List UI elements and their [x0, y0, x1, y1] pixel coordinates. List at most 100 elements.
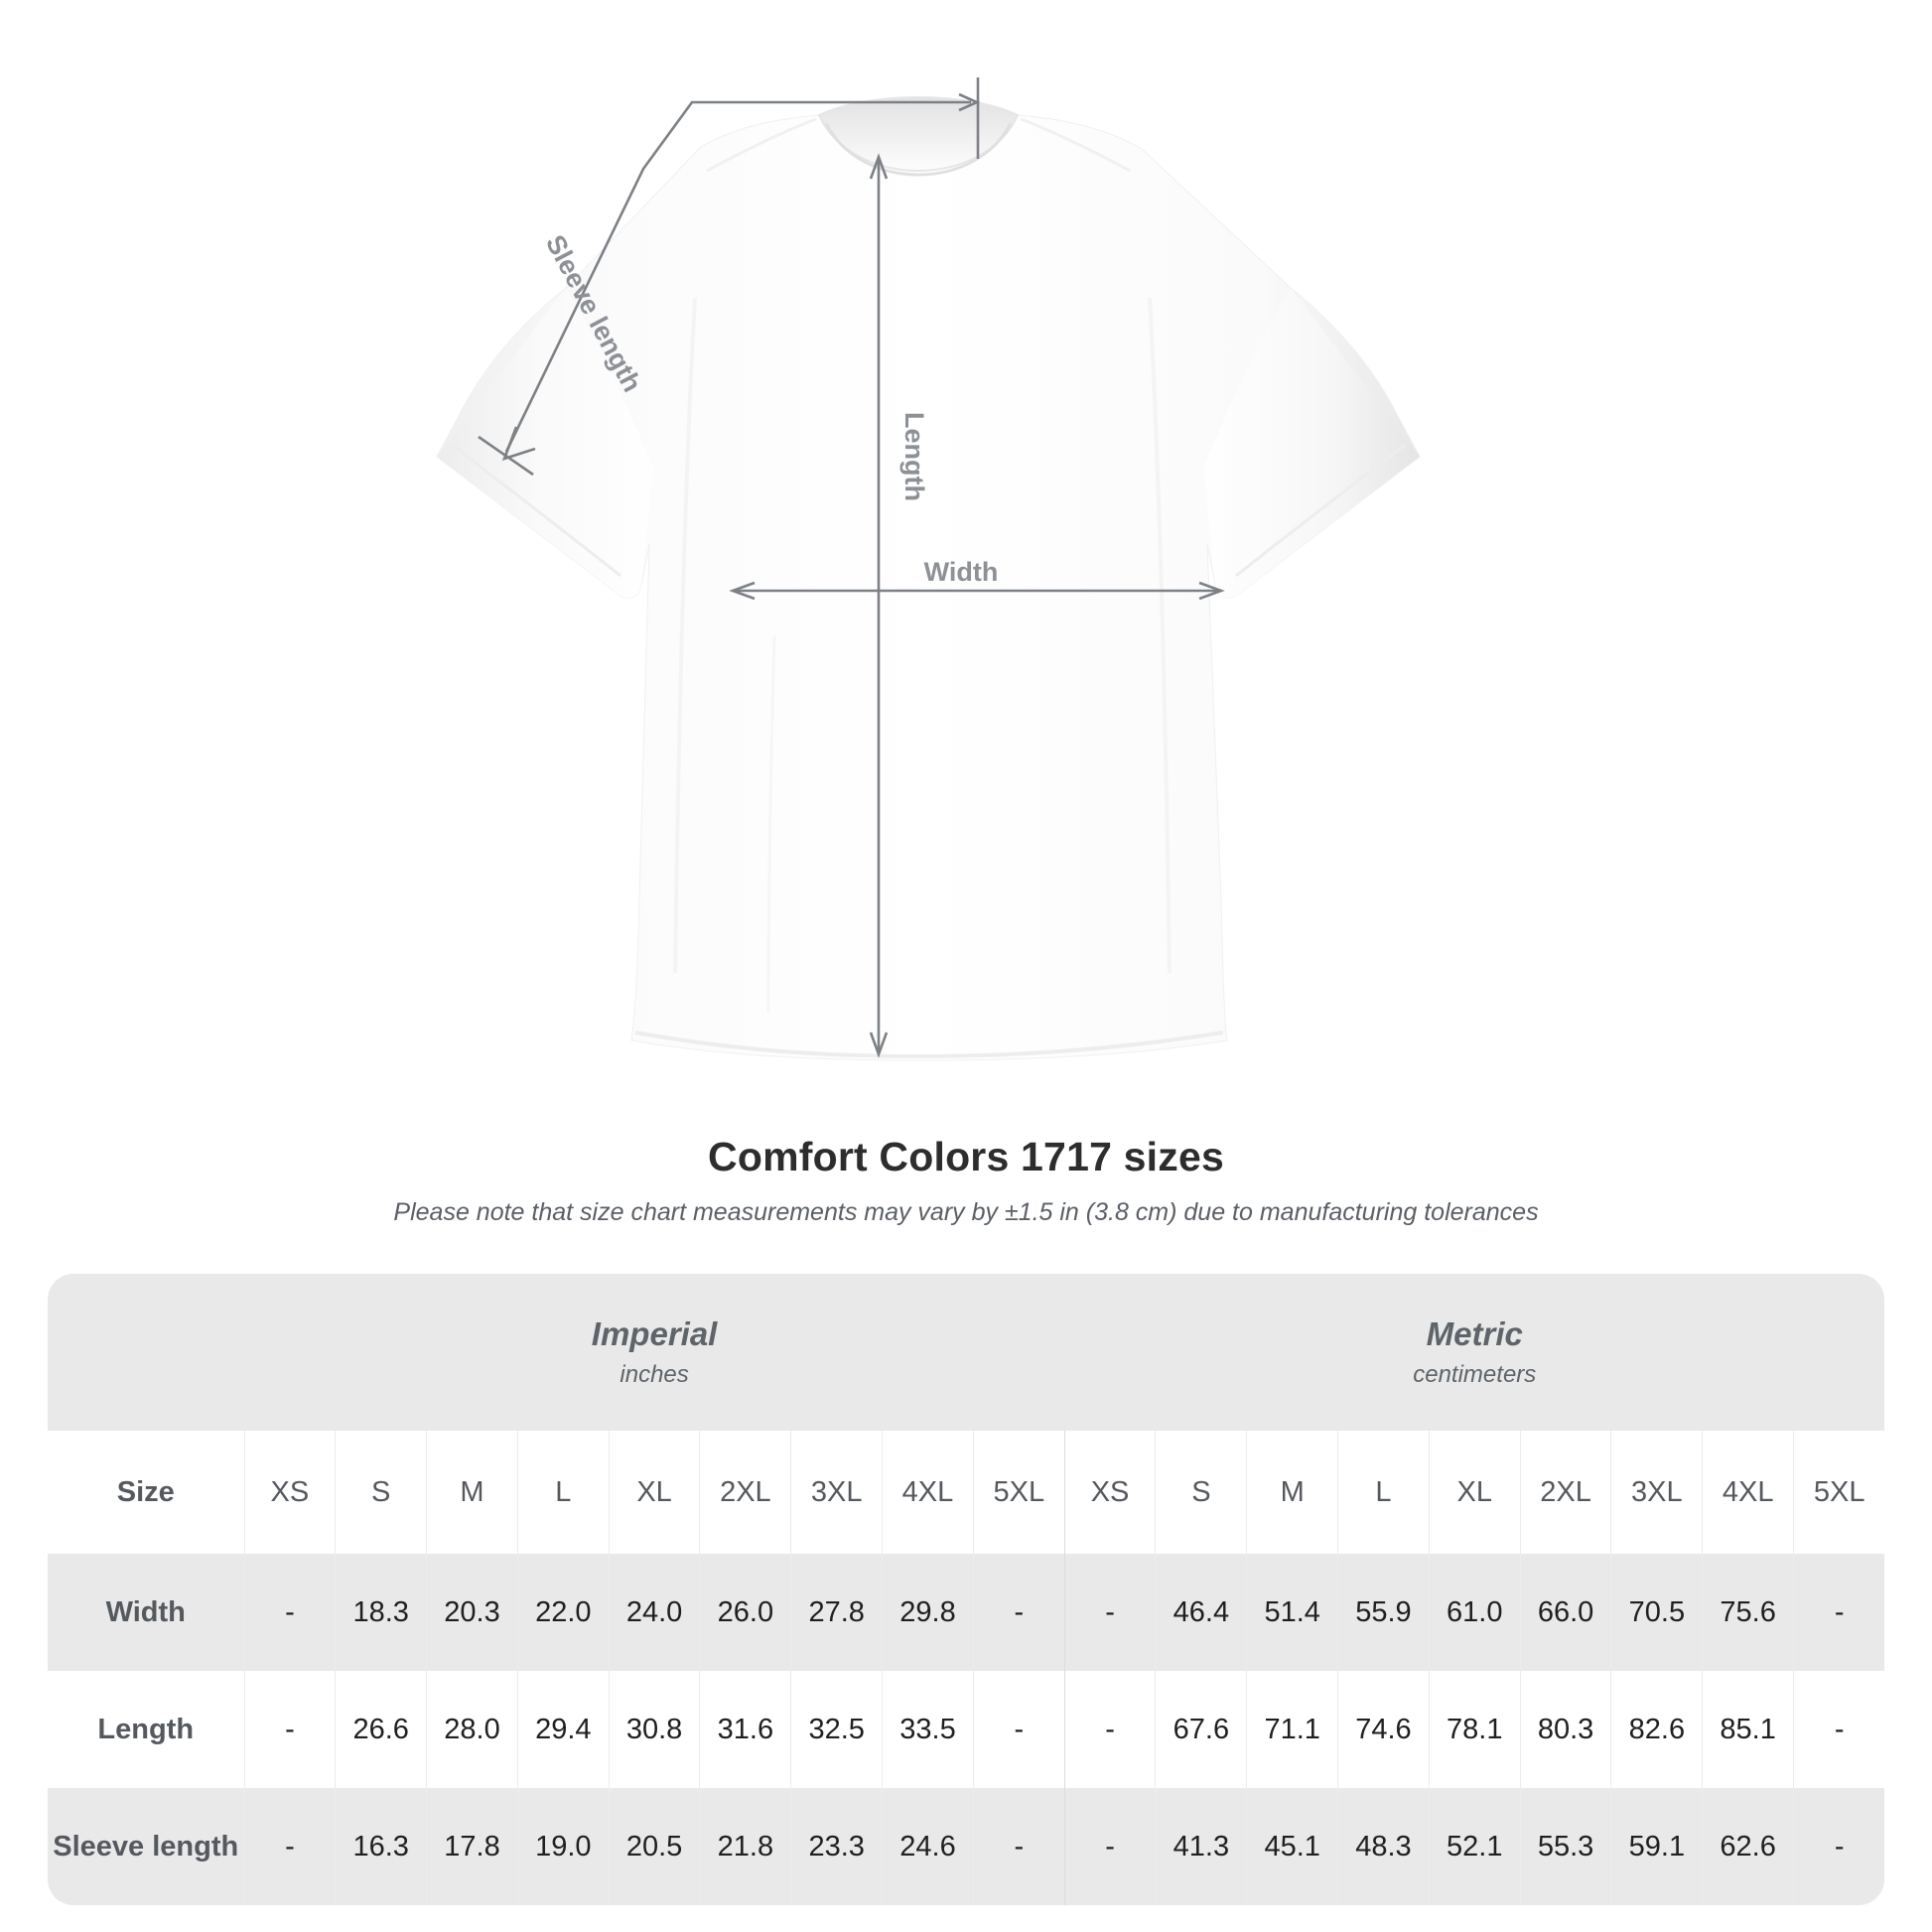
size-col-imp-m: M: [426, 1431, 518, 1554]
size-col-met-2xl: 2XL: [1519, 1431, 1611, 1554]
cell-sleeve-met-2xl: 55.3: [1519, 1788, 1611, 1905]
size-col-imp-3xl: 3XL: [790, 1431, 883, 1554]
cell-width-imp-xs: -: [243, 1554, 336, 1671]
cell-length-met-xs: -: [1063, 1671, 1156, 1788]
cell-width-imp-xl: 24.0: [608, 1554, 700, 1671]
cell-length-met-xl: 78.1: [1428, 1671, 1521, 1788]
unit-sub-metric: centimeters: [1413, 1361, 1537, 1389]
cell-length-imp-m: 28.0: [426, 1671, 518, 1788]
cell-sleeve-met-3xl: 59.1: [1610, 1788, 1703, 1905]
cell-width-met-3xl: 70.5: [1610, 1554, 1703, 1671]
cell-width-imp-m: 20.3: [426, 1554, 518, 1671]
size-table: Imperial inches Metric centimeters Size …: [48, 1274, 1885, 1905]
unit-group-metric: Metric centimeters: [1064, 1274, 1885, 1431]
cell-sleeve-imp-m: 17.8: [426, 1788, 518, 1905]
unit-header-row: Imperial inches Metric centimeters: [48, 1274, 1885, 1431]
cell-sleeve-met-4xl: 62.6: [1702, 1788, 1794, 1905]
row-label-length: Length: [48, 1671, 244, 1788]
size-col-imp-s: S: [335, 1431, 427, 1554]
width-label: Width: [924, 557, 999, 587]
cell-sleeve-imp-5xl: -: [972, 1788, 1065, 1905]
tshirt-illustration: [436, 95, 1421, 1061]
size-col-imp-xl: XL: [608, 1431, 700, 1554]
cell-length-imp-3xl: 32.5: [790, 1671, 883, 1788]
unit-name-imperial: Imperial: [591, 1314, 718, 1352]
cell-length-met-m: 71.1: [1246, 1671, 1338, 1788]
tolerance-note: Please note that size chart measurements…: [393, 1198, 1539, 1227]
size-col-met-5xl: 5XL: [1793, 1431, 1885, 1554]
cell-length-imp-xs: -: [243, 1671, 336, 1788]
unit-row-spacer: [48, 1274, 244, 1431]
size-col-imp-5xl: 5XL: [972, 1431, 1065, 1554]
unit-name-metric: Metric: [1426, 1314, 1523, 1352]
cell-length-met-2xl: 80.3: [1519, 1671, 1611, 1788]
measurement-guides: [478, 77, 1225, 1058]
cell-width-met-m: 51.4: [1246, 1554, 1338, 1671]
table-row: Sleeve length - 16.3 17.8 19.0 20.5 21.8…: [48, 1788, 1885, 1905]
cell-length-met-4xl: 85.1: [1702, 1671, 1794, 1788]
cell-width-met-s: 46.4: [1155, 1554, 1247, 1671]
cell-sleeve-imp-4xl: 24.6: [882, 1788, 974, 1905]
cell-length-met-5xl: -: [1793, 1671, 1885, 1788]
size-col-imp-2xl: 2XL: [699, 1431, 791, 1554]
unit-sub-imperial: inches: [620, 1361, 689, 1389]
size-header-label: Size: [48, 1431, 244, 1554]
cell-length-imp-xl: 30.8: [608, 1671, 700, 1788]
cell-length-imp-s: 26.6: [335, 1671, 427, 1788]
cell-width-imp-2xl: 26.0: [699, 1554, 791, 1671]
cell-sleeve-met-xs: -: [1063, 1788, 1156, 1905]
unit-group-imperial: Imperial inches: [244, 1274, 1065, 1431]
cell-length-imp-5xl: -: [972, 1671, 1065, 1788]
row-label-width: Width: [48, 1554, 244, 1671]
cell-sleeve-imp-xl: 20.5: [608, 1788, 700, 1905]
size-header-row: Size XS S M L XL 2XL 3XL 4XL 5XL XS S M …: [48, 1431, 1885, 1554]
cell-sleeve-met-5xl: -: [1793, 1788, 1885, 1905]
size-col-met-3xl: 3XL: [1610, 1431, 1703, 1554]
cell-sleeve-met-s: 41.3: [1155, 1788, 1247, 1905]
cell-width-met-l: 55.9: [1337, 1554, 1430, 1671]
size-col-imp-l: L: [516, 1431, 610, 1554]
length-label: Length: [899, 412, 929, 501]
size-col-met-xl: XL: [1428, 1431, 1521, 1554]
cell-width-met-2xl: 66.0: [1519, 1554, 1611, 1671]
size-col-imp-xs: XS: [243, 1431, 336, 1554]
size-col-met-l: L: [1337, 1431, 1430, 1554]
cell-sleeve-imp-3xl: 23.3: [790, 1788, 883, 1905]
cell-sleeve-met-m: 45.1: [1246, 1788, 1338, 1905]
table-row: Width - 18.3 20.3 22.0 24.0 26.0 27.8 29…: [48, 1554, 1885, 1671]
cell-sleeve-met-xl: 52.1: [1428, 1788, 1521, 1905]
title-block: Comfort Colors 1717 sizes Please note th…: [0, 1132, 1932, 1229]
cell-length-imp-4xl: 33.5: [882, 1671, 974, 1788]
size-col-met-4xl: 4XL: [1702, 1431, 1794, 1554]
sleeve-length-guide: [504, 100, 849, 453]
cell-width-met-xs: -: [1063, 1554, 1156, 1671]
row-label-sleeve-length: Sleeve length: [48, 1788, 244, 1905]
cell-width-met-4xl: 75.6: [1702, 1554, 1794, 1671]
size-col-met-s: S: [1155, 1431, 1247, 1554]
cell-length-met-3xl: 82.6: [1610, 1671, 1703, 1788]
tshirt-diagram: Sleeve length Length Width: [436, 77, 1421, 1061]
cell-sleeve-met-l: 48.3: [1337, 1788, 1430, 1905]
cell-length-imp-2xl: 31.6: [699, 1671, 791, 1788]
cell-width-met-5xl: -: [1793, 1554, 1885, 1671]
cell-width-imp-4xl: 29.8: [882, 1554, 974, 1671]
cell-sleeve-imp-2xl: 21.8: [699, 1788, 791, 1905]
size-col-met-xs: XS: [1063, 1431, 1156, 1554]
cell-width-met-xl: 61.0: [1428, 1554, 1521, 1671]
size-col-met-m: M: [1246, 1431, 1338, 1554]
cell-length-imp-l: 29.4: [516, 1671, 610, 1788]
cell-width-imp-l: 22.0: [516, 1554, 610, 1671]
cell-width-imp-5xl: -: [972, 1554, 1065, 1671]
cell-sleeve-imp-xs: -: [243, 1788, 336, 1905]
size-col-imp-4xl: 4XL: [882, 1431, 974, 1554]
cell-length-met-s: 67.6: [1155, 1671, 1247, 1788]
cell-width-imp-3xl: 27.8: [790, 1554, 883, 1671]
cell-sleeve-imp-l: 19.0: [516, 1788, 610, 1905]
cell-length-met-l: 74.6: [1337, 1671, 1430, 1788]
table-row: Length - 26.6 28.0 29.4 30.8 31.6 32.5 3…: [48, 1671, 1885, 1788]
page-title: Comfort Colors 1717 sizes: [708, 1134, 1224, 1179]
cell-sleeve-imp-s: 16.3: [335, 1788, 427, 1905]
size-table-wrapper: Imperial inches Metric centimeters Size …: [48, 1274, 1885, 1905]
cell-width-imp-s: 18.3: [335, 1554, 427, 1671]
